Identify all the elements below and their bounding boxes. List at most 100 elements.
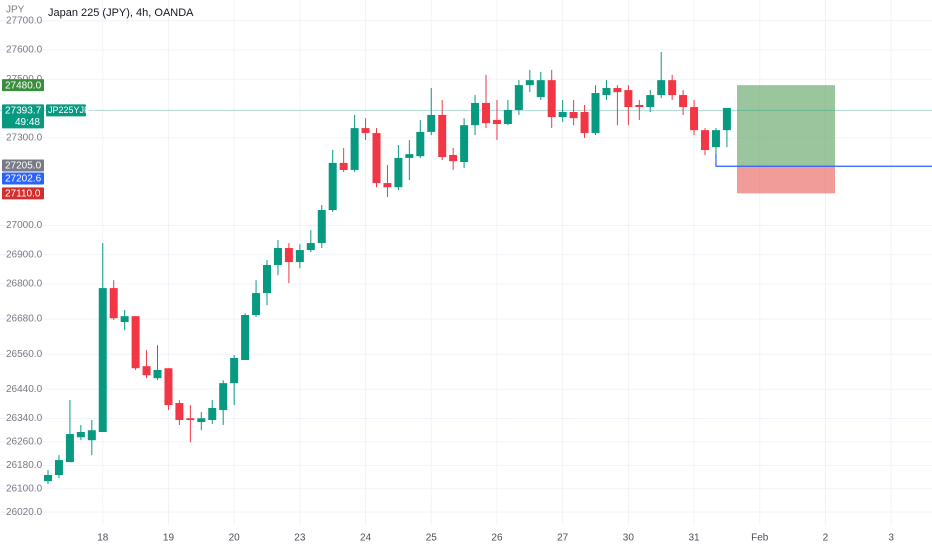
candle-body <box>131 316 140 369</box>
y-tick-label: 26800.0 <box>6 279 43 290</box>
y-tick-label: 27600.0 <box>6 45 43 56</box>
candle-body <box>153 369 162 379</box>
y-tick-label: 26340.0 <box>6 413 43 424</box>
candle-body <box>624 90 633 108</box>
candle-body <box>405 154 414 158</box>
candle-body <box>142 366 151 376</box>
candle-body <box>569 112 578 119</box>
candle-body <box>328 162 337 210</box>
candle-body <box>120 316 129 323</box>
candle-body <box>284 248 293 263</box>
x-tick-label: 27 <box>557 533 569 544</box>
y-tick-label: 26100.0 <box>6 483 43 494</box>
candle-body <box>711 130 720 148</box>
x-tick-label: Feb <box>751 533 769 544</box>
candle-body <box>701 130 710 151</box>
y-tick-label: 26020.0 <box>6 507 43 518</box>
candle-body <box>219 383 228 411</box>
candle-body <box>460 125 469 163</box>
candle-body <box>646 95 655 108</box>
price-label: 27110.0 <box>5 188 41 199</box>
x-tick-label: 20 <box>229 533 241 544</box>
y-tick-label: 26560.0 <box>6 349 43 360</box>
candle-body <box>438 114 447 158</box>
countdown: 49:48 <box>15 117 40 128</box>
candle-body <box>722 107 731 131</box>
candle-body <box>416 131 425 157</box>
candle-body <box>449 155 458 162</box>
candle-body <box>514 85 523 110</box>
entry-line <box>715 154 932 167</box>
candle-body <box>273 248 282 265</box>
candle-body <box>482 102 491 124</box>
x-tick-label: 19 <box>163 533 175 544</box>
y-tick-label: 26680.0 <box>6 314 43 325</box>
price-label: 27480.0 <box>5 80 42 91</box>
y-tick-label: 26260.0 <box>6 437 43 448</box>
candle-body <box>76 431 85 438</box>
candle-body <box>109 288 118 319</box>
candle-body <box>427 114 436 132</box>
candle-body <box>208 408 217 420</box>
x-tick-label: 23 <box>294 533 306 544</box>
candle-body <box>65 434 74 463</box>
candle-body <box>525 80 534 86</box>
x-tick-label: 30 <box>623 533 635 544</box>
candle-body <box>580 112 589 134</box>
candle-body <box>536 80 545 98</box>
candle-body <box>87 430 96 441</box>
y-tick-label: 26900.0 <box>6 249 43 260</box>
candle-body <box>263 264 272 294</box>
candle-body <box>44 474 53 482</box>
price-label: 27393.7 <box>5 105 42 116</box>
loss-zone <box>737 165 835 194</box>
symbol-tag-box <box>46 104 86 117</box>
price-label: 27202.6 <box>5 174 42 185</box>
candle-body <box>613 88 622 93</box>
price-label-box <box>2 187 44 200</box>
candle-body <box>471 102 480 126</box>
price-label-box <box>2 159 44 172</box>
price-label-box <box>2 104 44 129</box>
candle-body <box>186 418 195 420</box>
candle-body <box>503 109 512 125</box>
x-tick-label: 2 <box>823 533 829 544</box>
candle-body <box>635 105 644 108</box>
candle-body <box>295 250 304 263</box>
candle-body <box>690 107 699 131</box>
candle-body <box>372 133 381 184</box>
candle-body <box>164 368 173 406</box>
x-tick-label: 26 <box>491 533 503 544</box>
price-label-box <box>2 172 44 185</box>
candle-body <box>492 119 501 125</box>
candle-body <box>306 243 315 251</box>
symbol-tag: JP225YJPY <box>48 105 96 115</box>
candle-body <box>591 93 600 134</box>
price-label-box <box>2 79 44 92</box>
candle-body <box>383 183 392 188</box>
candle-body <box>54 460 63 475</box>
candle-body <box>317 210 326 244</box>
chart-title: Japan 225 (JPY), 4h, OANDA <box>48 7 194 19</box>
candle-body <box>558 112 567 117</box>
candle-body <box>668 80 677 96</box>
candle-body <box>394 157 403 188</box>
x-tick-label: 3 <box>888 533 894 544</box>
y-tick-label: 26440.0 <box>6 384 43 395</box>
y-tick-label: 27700.0 <box>6 15 43 26</box>
x-tick-label: 31 <box>688 533 700 544</box>
currency: JPY <box>6 5 25 16</box>
x-tick-label: 25 <box>426 533 438 544</box>
candle-body <box>230 357 239 384</box>
candle-body <box>175 403 184 420</box>
candle-body <box>657 80 666 96</box>
candle-body <box>350 128 359 170</box>
y-tick-label: 26180.0 <box>6 460 43 471</box>
x-tick-label: 18 <box>97 533 109 544</box>
price-label: 27205.0 <box>5 161 42 172</box>
candle-body <box>252 293 261 315</box>
candle-body <box>241 315 250 361</box>
x-tick-label: 24 <box>360 533 372 544</box>
candle-body <box>679 95 688 108</box>
